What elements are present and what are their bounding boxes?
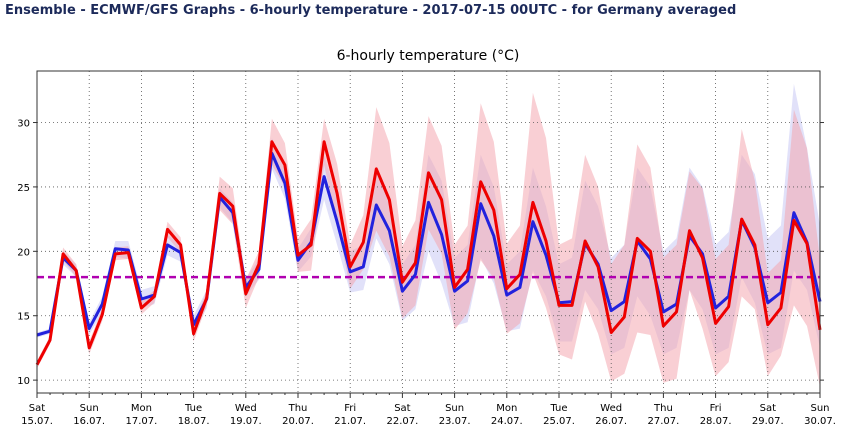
x-tick-date: 22.07. bbox=[386, 416, 418, 427]
x-tick-day: Sun bbox=[810, 403, 829, 414]
x-tick-date: 15.07. bbox=[21, 416, 53, 427]
x-tick-day: Sun bbox=[80, 403, 99, 414]
x-tick-day: Fri bbox=[710, 403, 722, 414]
y-axis-ticks: 10 15 20 25 30 bbox=[17, 119, 824, 387]
x-tick-day: Thu bbox=[653, 403, 673, 414]
x-tick-date: 28.07. bbox=[700, 416, 732, 427]
y-tick-label: 10 bbox=[17, 376, 30, 387]
x-tick-date: 26.07. bbox=[595, 416, 627, 427]
x-axis-ticks: Sat 15.07. Sun 16.07. Mon 17.07. Tue 18.07. Wed 1… bbox=[21, 393, 836, 427]
y-tick-label: 20 bbox=[17, 247, 30, 258]
series-lines bbox=[35, 140, 822, 366]
x-tick-day: Wed bbox=[235, 403, 257, 414]
x-tick-day: Tue bbox=[549, 403, 567, 414]
x-tick-date: 17.07. bbox=[125, 416, 157, 427]
x-tick-date: 25.07. bbox=[543, 416, 575, 427]
x-tick-day: Fri bbox=[344, 403, 356, 414]
x-tick-date: 18.07. bbox=[178, 416, 210, 427]
x-tick-date: 19.07. bbox=[230, 416, 262, 427]
x-tick-day: Mon bbox=[496, 403, 517, 414]
x-tick-date: 20.07. bbox=[282, 416, 314, 427]
x-tick-day: Sun bbox=[445, 403, 464, 414]
x-tick-day: Sat bbox=[394, 403, 410, 414]
x-tick-date: 24.07. bbox=[491, 416, 523, 427]
grid bbox=[37, 71, 820, 393]
y-tick-label: 25 bbox=[17, 183, 30, 194]
x-tick-day: Tue bbox=[184, 403, 202, 414]
x-tick-date: 27.07. bbox=[647, 416, 679, 427]
x-tick-date: 30.07. bbox=[804, 416, 836, 427]
y-tick-label: 15 bbox=[17, 312, 30, 323]
x-tick-day: Wed bbox=[600, 403, 622, 414]
ensemble-spread-bands bbox=[37, 83, 820, 387]
x-tick-date: 21.07. bbox=[334, 416, 366, 427]
x-tick-date: 23.07. bbox=[439, 416, 471, 427]
series-line-2 bbox=[35, 140, 822, 366]
y-tick-label: 30 bbox=[17, 119, 30, 130]
x-tick-day: Mon bbox=[131, 403, 152, 414]
x-tick-day: Thu bbox=[288, 403, 308, 414]
page-title: Ensemble - ECMWF/GFS Graphs - 6-hourly t… bbox=[5, 3, 737, 18]
x-tick-date: 16.07. bbox=[73, 416, 105, 427]
x-tick-day: Sat bbox=[29, 403, 45, 414]
x-tick-date: 29.07. bbox=[752, 416, 784, 427]
x-tick-day: Sat bbox=[760, 403, 776, 414]
chart-title: 6-hourly temperature (°C) bbox=[337, 48, 520, 64]
